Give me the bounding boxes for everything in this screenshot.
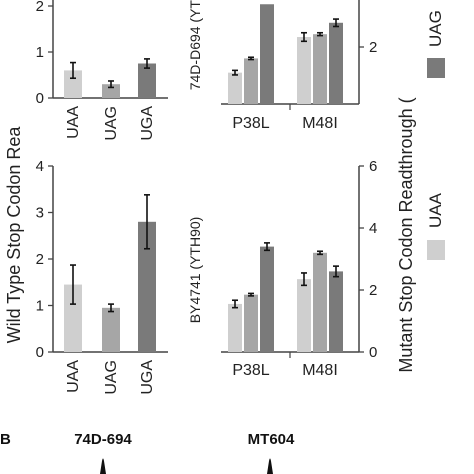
group-label-m48i: M48I [302, 115, 338, 132]
y-tick-label: 1 [36, 298, 44, 315]
panel-bottom-left-wildtype-chart: 0 1 2 3 4 UAA UAG UGA [36, 158, 168, 395]
panel-bottom-right-mutant-chart: 0 2 4 6 P38L M48I [221, 158, 377, 379]
bar-p38l-s2 [244, 58, 258, 104]
bar-m48i-s3 [329, 271, 343, 352]
group-label-p38l: P38L [232, 115, 269, 132]
bar-p38l-s1 [228, 303, 242, 352]
y-tick-label: 0 [36, 344, 44, 361]
panel-top-right-mutant-chart: 2 P38L M48I [221, 0, 377, 132]
y-tick-label: 3 [36, 205, 44, 222]
legend-label-uaa: UAA [426, 192, 445, 228]
bar-m48i-s3 [329, 22, 343, 104]
y-tick-label: 0 [36, 90, 44, 107]
panel-b-label: B [0, 431, 11, 448]
bar-uaa [64, 284, 82, 352]
strain-label-top: 74D-D694 (YT [187, 0, 203, 90]
x-tick-label: UGA [139, 106, 156, 141]
x-tick-label: UAA [65, 106, 82, 139]
y-tick-label: 0 [369, 344, 377, 361]
x-tick-label: UAA [65, 360, 82, 393]
y-tick-label: 6 [369, 158, 377, 175]
panel-top-left-wildtype-chart: 0 1 2 UAA UAG UGA [36, 0, 168, 141]
group-label-p38l: P38L [232, 362, 269, 379]
peak-marker-2 [267, 458, 273, 474]
panel-b-strain-2: MT604 [248, 431, 295, 448]
bar-uag [102, 84, 120, 98]
bar-uga [138, 63, 156, 98]
x-tick-label: UAG [103, 360, 120, 395]
y-tick-label: 2 [36, 0, 44, 15]
y-tick-label: 4 [369, 220, 377, 237]
bar-uag [102, 307, 120, 352]
strain-label-bottom: BY4741 (YTH90) [187, 217, 203, 324]
y-axis-title-wildtype: Wild Type Stop Codon Rea [4, 126, 24, 344]
group-label-m48i: M48I [302, 362, 338, 379]
y-tick-label: 2 [369, 39, 377, 56]
bar-m48i-s2 [313, 252, 327, 352]
bar-p38l-s2 [244, 294, 258, 352]
legend-label-uag: UAG [426, 10, 445, 47]
legend-swatch-uaa [427, 240, 445, 260]
bar-uaa [64, 70, 82, 98]
bar-p38l-s3 [260, 4, 274, 104]
bar-p38l-s3 [260, 246, 274, 352]
bar-uga [138, 221, 156, 352]
y-tick-label: 4 [36, 158, 44, 175]
panel-b-strain-1: 74D-694 [74, 431, 132, 448]
x-tick-label: UAG [103, 106, 120, 141]
legend-swatch-uag [427, 58, 445, 78]
y-tick-label: 1 [36, 44, 44, 61]
y-tick-label: 2 [369, 282, 377, 299]
x-tick-label: UGA [139, 360, 156, 395]
y-tick-label: 2 [36, 251, 44, 268]
bar-m48i-s2 [313, 34, 327, 104]
bar-m48i-s1 [297, 37, 311, 104]
bar-p38l-s1 [228, 72, 242, 104]
peak-marker-1 [100, 458, 106, 474]
bar-m48i-s1 [297, 279, 311, 352]
y-axis-title-mutant: Mutant Stop Codon Readthrough ( [396, 97, 416, 372]
